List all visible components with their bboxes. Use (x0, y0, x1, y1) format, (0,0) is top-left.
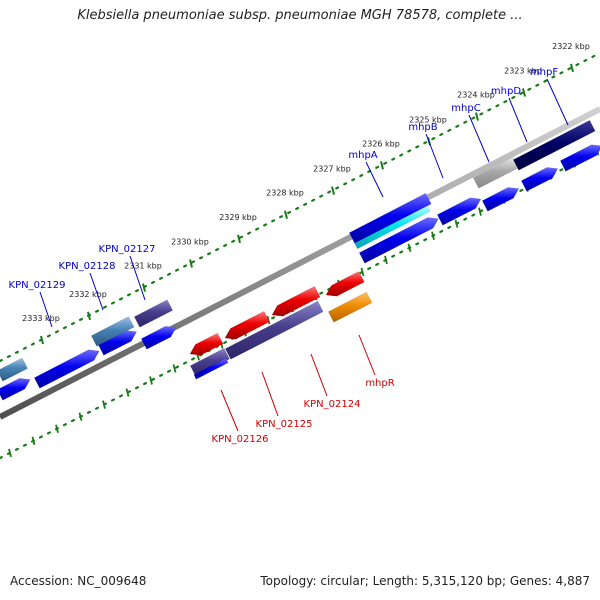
gene-mhpA (348, 192, 432, 244)
gene-labels: KPN_02129 KPN_02128 KPN_02127 mhpA mhpB mhpC m… (9, 67, 569, 445)
mhpF-label: mhpF (530, 67, 558, 78)
KPN_02125-leader (261, 371, 279, 417)
gene-KPN_02127 (133, 299, 174, 328)
KPN_02128-leader (89, 272, 104, 311)
mhpC-label: mhpC (451, 103, 480, 114)
mhpB-leader (425, 133, 444, 179)
mhpD-label: mhpD (491, 86, 521, 97)
KPN_02126-label: KPN_02126 (212, 434, 269, 445)
tick-label: 2322 kbp (552, 42, 590, 51)
mhpR-label: mhpR (365, 378, 394, 389)
tick-mark (431, 231, 435, 240)
tick-mark (31, 436, 36, 446)
tick-mark (142, 283, 146, 292)
KPN_02124-leader (310, 353, 328, 397)
gene-KPN_02129 (0, 357, 28, 382)
gene-blue (520, 167, 559, 192)
tick-label: 2323 kbp (504, 67, 542, 76)
tick-mark (149, 376, 153, 385)
gene-mhpA-inner (354, 205, 431, 250)
KPN_02127-leader (129, 255, 146, 301)
gene-red (325, 271, 365, 297)
tick-labels: 2333 kbp 2332 kbp 2331 kbp 2330 kbp 2329 kbp… (22, 42, 590, 323)
tick-label: 2330 kbp (171, 237, 209, 246)
gene-blue (481, 187, 520, 212)
KPN_02125-label: KPN_02125 (256, 419, 313, 430)
KPN_02128-label: KPN_02128 (59, 261, 116, 272)
tick-mark (55, 424, 59, 433)
gene-red (224, 310, 270, 340)
map-title: Klebsiella pneumoniae subsp. pneumoniae … (77, 8, 523, 23)
gene-KPN_02125 (224, 300, 324, 360)
mhpA-label: mhpA (348, 150, 377, 161)
tick-mark (87, 311, 91, 321)
tick-mark (360, 267, 365, 277)
tick-label: 2329 kbp (219, 213, 257, 222)
backbone (0, 106, 600, 420)
topology-label: Topology: circular; Length: 5,315,120 bp… (260, 574, 590, 588)
gene-blue (33, 349, 100, 389)
KPN_02124-label: KPN_02124 (304, 399, 361, 410)
tick-mark (478, 207, 482, 216)
tick-label: 2331 kbp (124, 262, 162, 271)
gene-features (0, 119, 600, 401)
gene-mhpC (512, 119, 596, 171)
tick-mark (284, 210, 288, 219)
KPN_02129-label: KPN_02129 (9, 280, 66, 291)
gene-KPN_02128 (90, 316, 135, 347)
gene-red (189, 332, 224, 356)
tick-label: 2327 kbp (313, 165, 351, 174)
tick-mark (475, 112, 479, 121)
accession-label: Accession: NC_009648 (10, 574, 147, 588)
tick-label: 2333 kbp (22, 314, 60, 323)
tick-mark (380, 161, 384, 170)
tick-mark (522, 88, 526, 97)
tick-mark (189, 259, 193, 268)
tick-label: 2324 kbp (457, 91, 495, 100)
gene-blue (0, 377, 31, 401)
mhpA-leader (365, 161, 384, 198)
tick-mark (331, 186, 335, 195)
tick-mark (40, 335, 44, 345)
tick-mark (384, 255, 388, 265)
gene-mhpR (327, 291, 373, 323)
gene-KPN_02126 (189, 347, 230, 377)
KPN_02126-leader (220, 389, 239, 432)
KPN_02129-leader (39, 291, 53, 328)
gene-blue (559, 144, 600, 172)
tick-mark (8, 448, 12, 458)
mhpB-label: mhpB (408, 122, 437, 133)
tick-label: 2328 kbp (266, 189, 304, 198)
KPN_02127-label: KPN_02127 (99, 244, 156, 255)
tick-mark (125, 388, 130, 397)
mhpR-leader (358, 334, 376, 376)
backbone-line (0, 106, 600, 420)
tick-mark (407, 243, 412, 253)
gene-red (271, 285, 321, 317)
tick-mark (172, 364, 177, 373)
mhpF-leader (546, 78, 569, 126)
mhpD-leader (508, 97, 528, 143)
tick-label: 2325 kbp (409, 115, 447, 124)
tick-label: 2326 kbp (362, 139, 400, 148)
tick-label: 2332 kbp (69, 290, 107, 299)
gene-blue (436, 197, 482, 226)
gene-blue (140, 326, 177, 350)
tick-mark (570, 63, 574, 73)
tick-mark (454, 219, 459, 228)
gene-blue (358, 217, 439, 264)
gene-blue-thin (193, 357, 229, 380)
tick-mark (237, 234, 241, 244)
tick-mark (102, 400, 106, 409)
mhpC-leader (468, 114, 490, 163)
tick-mark (78, 412, 83, 421)
